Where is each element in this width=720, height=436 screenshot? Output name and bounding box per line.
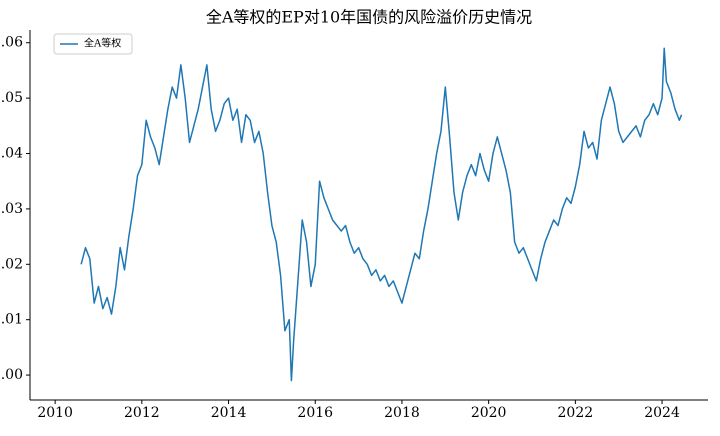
y-tick-label: 0.02 — [0, 256, 23, 272]
y-tick-label: 0.05 — [0, 90, 23, 106]
x-tick-label: 2018 — [384, 405, 420, 421]
y-tick-label: 0.01 — [0, 312, 23, 328]
y-tick-label: 0.00 — [0, 367, 23, 383]
y-tick-label: 0.03 — [0, 201, 23, 217]
x-tick-label: 2014 — [211, 405, 247, 421]
legend-label: 全A等权 — [84, 37, 121, 50]
y-tick-label: 0.06 — [0, 35, 23, 51]
x-tick-label: 2016 — [297, 405, 333, 421]
line-series — [80, 47, 683, 382]
x-tick-label: 2022 — [558, 405, 594, 421]
y-tick-label: 0.04 — [0, 146, 23, 162]
x-tick-label: 2020 — [471, 405, 507, 421]
x-tick-label: 2024 — [644, 405, 680, 421]
x-tick-label: 2010 — [37, 405, 73, 421]
x-tick-label: 2012 — [124, 405, 160, 421]
legend-box — [53, 33, 133, 55]
chart-title: 全A等权的EP对10年国债的风险溢价历史情况 — [206, 8, 532, 27]
